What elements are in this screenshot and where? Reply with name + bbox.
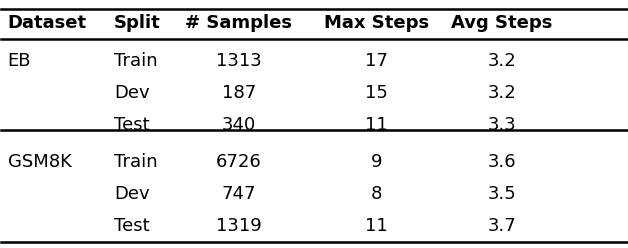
Text: 8: 8 (371, 185, 382, 203)
Text: Dev: Dev (114, 185, 149, 203)
Text: Test: Test (114, 217, 149, 235)
Text: 3.5: 3.5 (487, 185, 516, 203)
Text: GSM8K: GSM8K (8, 153, 72, 171)
Text: Avg Steps: Avg Steps (451, 14, 552, 32)
Text: Train: Train (114, 153, 158, 171)
Text: 15: 15 (365, 84, 388, 102)
Text: 747: 747 (222, 185, 256, 203)
Text: Max Steps: Max Steps (324, 14, 429, 32)
Text: 3.2: 3.2 (487, 84, 516, 102)
Text: 9: 9 (371, 153, 382, 171)
Text: 11: 11 (365, 217, 388, 235)
Text: 1319: 1319 (216, 217, 262, 235)
Text: 3.7: 3.7 (487, 217, 516, 235)
Text: 340: 340 (222, 116, 256, 134)
Text: 3.2: 3.2 (487, 53, 516, 70)
Text: Dev: Dev (114, 84, 149, 102)
Text: 1313: 1313 (216, 53, 262, 70)
Text: Split: Split (114, 14, 161, 32)
Text: # Samples: # Samples (185, 14, 293, 32)
Text: Train: Train (114, 53, 158, 70)
Text: 17: 17 (365, 53, 388, 70)
Text: 3.3: 3.3 (487, 116, 516, 134)
Text: EB: EB (8, 53, 31, 70)
Text: 187: 187 (222, 84, 256, 102)
Text: Test: Test (114, 116, 149, 134)
Text: 3.6: 3.6 (487, 153, 516, 171)
Text: 11: 11 (365, 116, 388, 134)
Text: Dataset: Dataset (8, 14, 87, 32)
Text: 6726: 6726 (216, 153, 262, 171)
